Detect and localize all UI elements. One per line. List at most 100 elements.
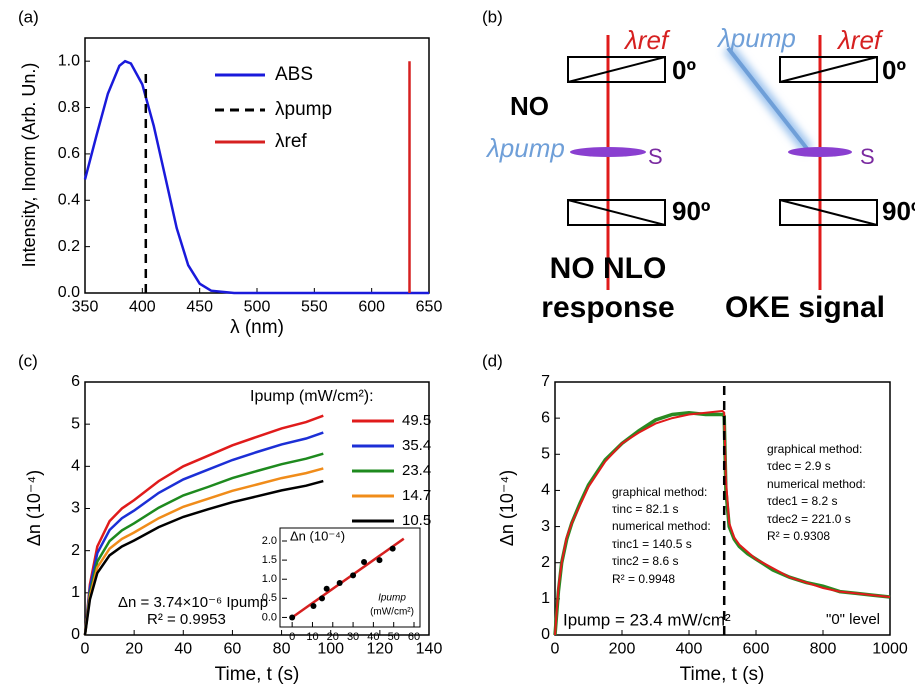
x-tick-label: 40 — [174, 641, 192, 658]
x-tick-label: 80 — [273, 641, 291, 658]
panel-label: (a) — [18, 7, 39, 26]
x-tick-label: 120 — [367, 641, 394, 658]
y-tick-label: 0.5 — [262, 592, 277, 604]
legend-label: λref — [275, 131, 307, 152]
polarizer — [779, 56, 878, 83]
annotation: numerical method: — [767, 477, 866, 491]
caption: NO NLO — [550, 252, 667, 285]
x-tick-label: 0 — [81, 641, 90, 658]
y-tick-label: 1 — [541, 590, 550, 607]
analyzer-axis — [567, 199, 666, 226]
series-line — [291, 537, 405, 619]
y-tick-label: 0.0 — [58, 284, 80, 301]
angle-label: 90º — [882, 196, 915, 226]
no-label: NO — [510, 91, 549, 121]
analyzer — [567, 199, 666, 226]
y-tick-label: 3 — [541, 518, 550, 535]
x-tick-label: 140 — [416, 641, 443, 658]
x-tick-label: 350 — [72, 299, 99, 316]
x-tick-label: 20 — [327, 631, 339, 643]
legend-label: 49.5 — [402, 412, 431, 429]
point — [310, 602, 317, 609]
annotation: R² = 0.9308 — [767, 529, 830, 543]
x-tick-label: 20 — [125, 641, 143, 658]
x-axis-label: Time, t (s) — [215, 664, 300, 685]
point — [323, 585, 330, 592]
x-tick-label: 0 — [289, 631, 295, 643]
y-tick-label: 2.0 — [262, 535, 277, 547]
y-tick-label: 6 — [71, 373, 80, 390]
polarizer — [567, 56, 666, 83]
x-tick-label: 600 — [743, 641, 770, 658]
x-tick-label: 10 — [306, 631, 318, 643]
annotation: numerical method: — [612, 519, 711, 533]
point — [376, 557, 383, 564]
x-tick-label: 100 — [317, 641, 344, 658]
plot-frame — [554, 381, 891, 636]
y-tick-label: 0.8 — [58, 99, 80, 116]
x-tick-label: 200 — [609, 641, 636, 658]
legend-label: 14.7 — [402, 487, 431, 504]
polarizer-axis — [567, 56, 666, 83]
x-axis-label: Ipump — [378, 593, 406, 604]
panel-b: (b) λref 0º NO λpump S 90º NO NLO respon… — [482, 7, 915, 323]
x-tick-label: 50 — [388, 631, 400, 643]
y-tick-label: 1.5 — [262, 554, 277, 566]
point — [289, 614, 296, 621]
x-tick-label: 650 — [416, 299, 443, 316]
y-tick-label: 0 — [71, 626, 80, 643]
point — [336, 580, 343, 587]
y-tick-label: 0.6 — [58, 145, 80, 162]
annotation: τinc1 = 140.5 s — [612, 537, 692, 551]
angle-label: 90º — [672, 196, 711, 226]
sample — [788, 147, 852, 157]
legend-label: 35.4 — [402, 437, 431, 454]
y-tick-label: 0.0 — [262, 611, 277, 623]
x-axis-label: λ (nm) — [230, 317, 284, 338]
annotation: τinc = 82.1 s — [612, 502, 678, 516]
sample — [570, 147, 646, 157]
annotation: Δn = 3.74×10⁻⁶ Ipump — [118, 594, 268, 611]
x-tick-label: 60 — [408, 631, 420, 643]
annotation: "0" level — [826, 611, 880, 628]
y-tick-label: 5 — [541, 446, 550, 463]
x-tick-label: 60 — [224, 641, 242, 658]
series-line — [83, 414, 324, 636]
polarizer-axis — [779, 56, 878, 83]
series-line — [83, 452, 324, 636]
x-tick-label: 0 — [551, 641, 560, 658]
pump-label: λpump — [716, 23, 796, 53]
annotation: τdec1 = 8.2 s — [767, 494, 837, 508]
y-axis-label: Intensity, Inorm (Arb. Un.) — [19, 63, 39, 268]
analyzer-axis — [779, 199, 878, 226]
ref-label: λref — [623, 25, 671, 55]
y-tick-label: 5 — [71, 415, 80, 432]
annotation: τinc2 = 8.6 s — [612, 554, 678, 568]
panel-label: (b) — [482, 7, 503, 26]
series-line — [83, 467, 324, 636]
sample-label: S — [860, 144, 875, 169]
legend-label: λpump — [275, 99, 332, 120]
sample-label: S — [648, 144, 663, 169]
pump-beam — [726, 46, 810, 152]
annotation: R² = 0.9953 — [147, 611, 226, 628]
x-tick-label: 30 — [347, 631, 359, 643]
y-tick-label: 6 — [541, 409, 550, 426]
analyzer — [779, 199, 878, 226]
annotation: graphical method: — [612, 485, 707, 499]
x-tick-label: 400 — [129, 299, 156, 316]
x-axis-label: Time, t (s) — [680, 664, 765, 685]
legend-title: Ipump (mW/cm²): — [250, 388, 374, 405]
ref-label: λref — [836, 25, 884, 55]
pump-label: λpump — [485, 133, 565, 163]
y-axis-label: Δn (10⁻⁴) — [290, 528, 345, 543]
y-tick-label: 0 — [541, 626, 550, 643]
legend-label: 23.4 — [402, 462, 431, 479]
x-tick-label: 450 — [186, 299, 213, 316]
caption: OKE signal — [725, 291, 885, 324]
y-tick-label: 0.2 — [58, 238, 80, 255]
x-tick-label: 800 — [810, 641, 837, 658]
y-tick-label: 4 — [541, 482, 550, 499]
x-tick-label: 500 — [244, 299, 271, 316]
legend-label: 10.5 — [402, 512, 431, 529]
